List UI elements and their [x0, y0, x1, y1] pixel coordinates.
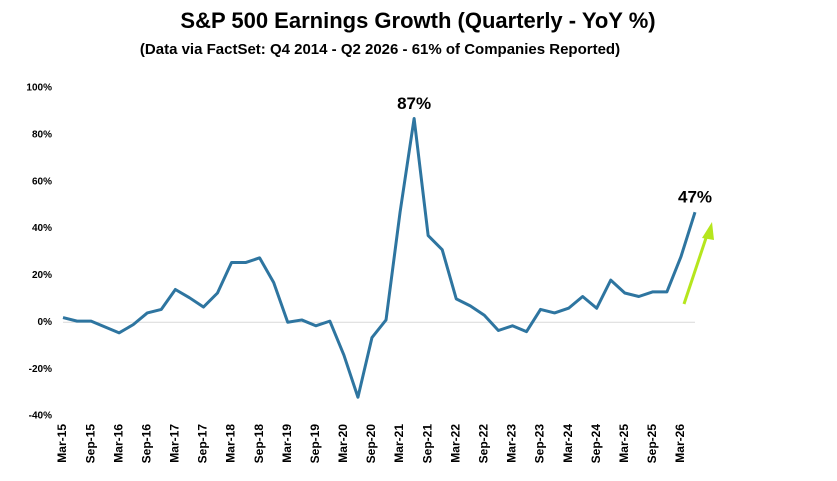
arrow-shaft	[682, 231, 710, 305]
x-tick-label: Sep-23	[533, 424, 547, 464]
arrow-head	[702, 222, 714, 240]
y-tick-label: 60%	[32, 176, 52, 187]
x-tick-label: Sep-25	[645, 424, 659, 464]
y-tick-label: -40%	[29, 411, 52, 422]
x-tick-label: Mar-24	[561, 424, 575, 463]
x-tick-label: Mar-19	[280, 424, 294, 463]
x-tick-label: Mar-18	[224, 424, 238, 463]
x-tick-label: Sep-17	[196, 424, 210, 464]
y-tick-label: -20%	[29, 364, 52, 375]
x-tick-label: Mar-25	[617, 424, 631, 463]
y-tick-label: 20%	[32, 270, 52, 281]
x-tick-label: Mar-17	[168, 424, 182, 463]
y-tick-label: 0%	[38, 317, 53, 328]
x-tick-label: Sep-18	[252, 424, 266, 464]
x-tick-label: Mar-15	[55, 424, 69, 463]
x-tick-label: Sep-19	[308, 424, 322, 464]
x-tick-label: Mar-26	[673, 424, 687, 463]
x-tick-label: Sep-21	[420, 424, 434, 464]
x-tick-label: Mar-23	[505, 424, 519, 463]
x-tick-label: Sep-20	[364, 424, 378, 464]
chart-subtitle: (Data via FactSet: Q4 2014 - Q2 2026 - 6…	[140, 41, 620, 58]
x-tick-label: Sep-16	[139, 424, 153, 464]
x-tick-label: Mar-21	[392, 424, 406, 463]
line	[62, 116, 697, 399]
x-tick-label: Sep-24	[589, 424, 603, 464]
x-tick-label: Mar-22	[448, 424, 462, 463]
y-tick-label: 40%	[32, 223, 52, 234]
x-tick-label: Sep-22	[477, 424, 491, 464]
x-tick-label: Sep-15	[83, 424, 97, 464]
chart-title: S&P 500 Earnings Growth (Quarterly - YoY…	[180, 8, 655, 33]
x-tick-label: Mar-20	[336, 424, 350, 463]
y-tick-label: 80%	[32, 129, 52, 140]
data-label: 87%	[397, 94, 431, 113]
data-label: 47%	[678, 188, 712, 207]
y-tick-label: 100%	[26, 83, 52, 94]
x-tick-label: Mar-16	[111, 424, 125, 463]
